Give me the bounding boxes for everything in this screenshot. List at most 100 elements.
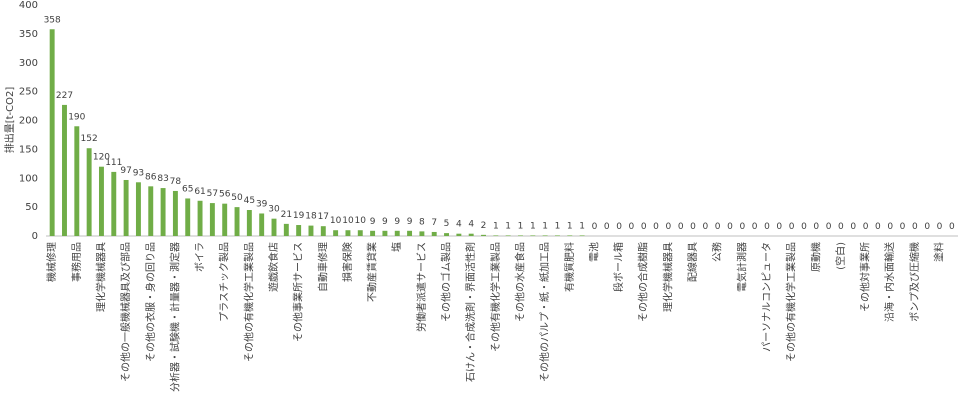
value-label: 83 [157, 174, 168, 184]
y-tick-label: 50 [25, 202, 38, 213]
bar [579, 235, 585, 236]
bar [333, 230, 339, 236]
value-label: 0 [653, 222, 659, 232]
value-label: 0 [702, 222, 708, 232]
bar [554, 235, 560, 236]
value-label: 152 [81, 134, 98, 144]
bar [222, 203, 228, 236]
x-tick-label: (空白) [834, 242, 847, 270]
bar [567, 235, 573, 236]
x-tick-label: 原動機 [809, 242, 822, 272]
bar [456, 233, 462, 236]
bar [135, 182, 141, 236]
value-label: 10 [330, 216, 342, 226]
bar [444, 233, 450, 236]
value-label: 8 [419, 217, 425, 227]
value-label: 7 [431, 218, 437, 228]
bar [172, 190, 178, 236]
value-label: 0 [838, 222, 844, 232]
bar [74, 126, 80, 236]
value-label: 0 [739, 222, 745, 232]
x-tick-label: ボイラ [194, 242, 206, 272]
value-label: 4 [468, 220, 474, 230]
value-label: 190 [68, 112, 85, 122]
x-tick-label: 塩 [390, 242, 403, 252]
value-label: 2 [481, 221, 487, 231]
x-tick-label: その他の有機化学工業製品 [242, 242, 255, 362]
value-label: 0 [678, 222, 684, 232]
x-tick-label: 電池 [587, 242, 600, 262]
bar [246, 210, 252, 236]
value-label: 21 [281, 210, 292, 220]
x-tick-label: 有機質肥料 [563, 242, 576, 292]
x-tick-label: 損害保険 [341, 242, 354, 282]
value-label: 0 [592, 222, 598, 232]
x-tick-label: その他のゴム製品 [440, 242, 453, 322]
x-tick-label: 自動車修理 [316, 242, 329, 292]
value-label: 0 [887, 222, 893, 232]
bar [370, 230, 376, 236]
value-label: 39 [256, 199, 268, 209]
value-label: 0 [629, 222, 635, 232]
value-label: 10 [342, 216, 354, 226]
y-tick-label: 350 [19, 29, 38, 40]
x-tick-label: その他のパルプ・紙・紙加工品 [538, 242, 551, 382]
y-tick-label: 300 [19, 58, 38, 69]
x-tick-label: 段ボール箱 [612, 242, 625, 292]
value-label: 1 [567, 221, 573, 231]
value-label: 86 [145, 172, 157, 182]
value-label: 0 [813, 222, 819, 232]
value-label: 56 [219, 190, 231, 200]
bar [542, 235, 548, 236]
x-tick-label: その他の一般機械器具及び部品 [119, 242, 132, 382]
bar [296, 225, 302, 236]
value-label: 0 [727, 222, 733, 232]
y-axis-label: 排出量[t-CO2] [3, 87, 16, 154]
value-label: 9 [407, 217, 413, 227]
value-label: 45 [244, 196, 255, 206]
y-tick-label: 0 [32, 231, 38, 242]
value-label: 0 [690, 222, 696, 232]
bar [431, 231, 437, 236]
value-label: 0 [641, 222, 647, 232]
value-label: 0 [937, 222, 943, 232]
value-label: 227 [56, 91, 73, 101]
x-tick-label: 分析器・試験機・計量器・測定器 [168, 242, 181, 392]
value-label: 0 [912, 222, 918, 232]
x-tick-label: その他の有機化学工業製品 [785, 242, 798, 362]
bar [518, 235, 523, 236]
x-tick-label: 不動産賃貸業 [366, 242, 379, 302]
bar [320, 226, 326, 236]
value-label: 93 [133, 168, 144, 178]
value-label: 19 [293, 211, 305, 221]
x-tick-label: パーソナルコンピュータ [761, 242, 773, 352]
bar [197, 200, 203, 236]
value-label: 65 [182, 184, 193, 194]
bar [209, 203, 215, 236]
x-tick-label: プラスチック製品 [218, 242, 231, 322]
value-label: 111 [105, 158, 122, 168]
y-tick-label: 400 [19, 0, 38, 11]
bar [394, 230, 400, 236]
bar [419, 231, 425, 236]
bar [185, 198, 191, 236]
value-label: 0 [900, 222, 906, 232]
x-tick-label: 理化学機械器具 [94, 242, 107, 312]
value-label: 0 [875, 222, 881, 232]
value-label: 0 [616, 222, 622, 232]
x-tick-label: 機械修理 [45, 242, 58, 282]
x-tick-label: その他事業所サービス [292, 242, 305, 342]
bar [234, 207, 240, 236]
y-tick-label: 150 [19, 144, 38, 155]
value-label: 57 [207, 189, 218, 199]
value-label: 1 [555, 221, 561, 231]
x-tick-label: その他の衣服・身の回り品 [144, 242, 157, 362]
bar [62, 104, 67, 236]
value-label: 0 [924, 222, 930, 232]
bar [345, 230, 351, 236]
bar [123, 179, 129, 236]
value-label: 9 [370, 217, 376, 227]
bar [148, 186, 154, 236]
value-label: 5 [444, 219, 450, 229]
x-tick-label: その他の水産食品 [513, 242, 526, 322]
